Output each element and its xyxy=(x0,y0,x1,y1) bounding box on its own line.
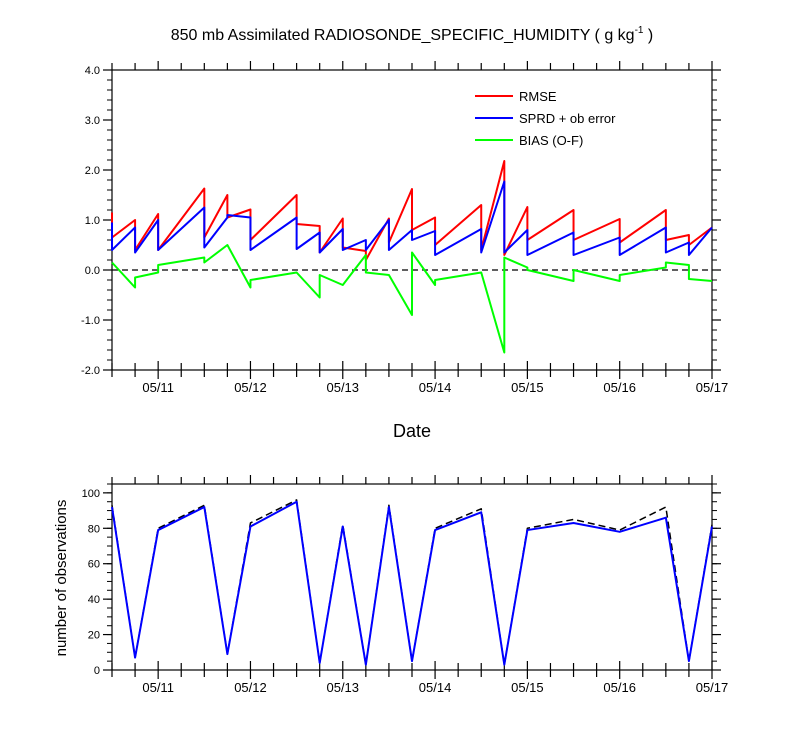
y-tick-label: 1.0 xyxy=(85,215,100,227)
x-tick-label: 05/13 xyxy=(326,380,359,395)
y-axis-label: number of observations xyxy=(53,500,70,657)
chart-title: 850 mb Assimilated RADIOSONDE_SPECIFIC_H… xyxy=(171,25,654,44)
x-tick-label: 05/17 xyxy=(696,380,729,395)
chart-legend: RMSE SPRD + ob error BIAS (O-F) xyxy=(475,89,616,148)
y-tick-label: 60 xyxy=(88,559,100,571)
y-tick-label: 0 xyxy=(94,665,100,677)
x-tick-label: 05/12 xyxy=(234,680,267,695)
legend-rmse-label: RMSE xyxy=(519,89,557,104)
y-tick-label: -1.0 xyxy=(81,315,100,327)
x-tick-label: 05/14 xyxy=(419,680,452,695)
y-tick-label: 100 xyxy=(82,488,100,500)
x-axis-label: Date xyxy=(393,421,431,441)
chart-title-main: 850 mb Assimilated RADIOSONDE_SPECIFIC_H… xyxy=(171,27,635,44)
x-tick-label: 05/11 xyxy=(142,380,174,395)
plot-frame xyxy=(111,483,713,671)
y-tick-label: 40 xyxy=(88,594,100,606)
y-tick-label: 80 xyxy=(88,523,100,535)
x-tick-label: 05/14 xyxy=(419,380,452,395)
y-tick-label: -2.0 xyxy=(81,365,100,377)
bottom-series-group xyxy=(111,499,713,666)
legend-spread-label: SPRD + ob error xyxy=(519,111,616,126)
spread-line xyxy=(111,180,713,256)
x-tick-label: 05/15 xyxy=(511,680,544,695)
top-axes: 05/11 05/12 05/13 05/14 05/15 05/16 05/17 4.0 3.… xyxy=(81,61,728,395)
legend-bias-label: BIAS (O-F) xyxy=(519,133,583,148)
y-tick-label: 4.0 xyxy=(85,65,100,77)
observations-available-line xyxy=(111,499,713,666)
y-tick-label: 3.0 xyxy=(85,115,100,127)
y-tick-label: 20 xyxy=(88,630,100,642)
chart-title-superscript: -1 xyxy=(635,25,644,36)
observations-assimilated-line xyxy=(111,500,713,666)
x-tick-label: 05/16 xyxy=(603,680,636,695)
humidity-stats-plot: 850 mb Assimilated RADIOSONDE_SPECIFIC_H… xyxy=(81,25,728,441)
bias-line xyxy=(111,244,713,354)
x-tick-label: 05/16 xyxy=(603,380,636,395)
x-tick-label: 05/17 xyxy=(696,680,729,695)
x-tick-label: 05/12 xyxy=(234,380,267,395)
top-series-group xyxy=(111,160,713,354)
y-tick-label: 0.0 xyxy=(85,265,100,277)
x-tick-label: 05/13 xyxy=(326,680,359,695)
x-tick-label: 05/15 xyxy=(511,380,544,395)
chart-title-end: ) xyxy=(643,27,653,44)
y-tick-label: 2.0 xyxy=(85,165,100,177)
observation-count-plot: 05/11 05/12 05/13 05/14 05/15 05/16 05/17 100 80… xyxy=(53,475,728,695)
x-tick-label: 05/11 xyxy=(142,680,174,695)
bottom-axes: 05/11 05/12 05/13 05/14 05/15 05/16 05/17 100 80… xyxy=(82,475,729,695)
